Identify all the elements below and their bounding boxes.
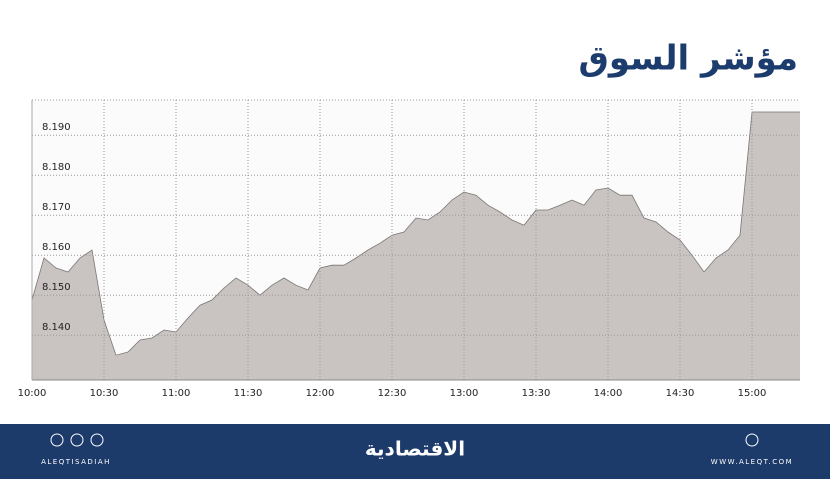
x-tick-label: 14:30 (666, 388, 695, 399)
x-tick-label: 14:00 (594, 388, 623, 399)
x-tick-label: 12:00 (306, 388, 335, 399)
x-tick-label: 11:30 (234, 388, 263, 399)
x-tick-label: 10:30 (90, 388, 119, 399)
area-line (31, 111, 800, 356)
social-icons (50, 433, 759, 447)
x-tick-label: 11:00 (162, 388, 191, 399)
footer-brand: الاقتصادية (365, 437, 465, 461)
y-tick-label: 8.150 (42, 282, 71, 293)
x-tick-label: 13:30 (522, 388, 551, 399)
footer-website: WWW.ALEQT.COM (711, 458, 793, 466)
x-tick-label: 12:30 (378, 388, 407, 399)
plot: 8.140 8.150 8.160 8.170 8.180 8.190 10:00 10:30… (18, 99, 800, 399)
y-tick-label: 8.160 (42, 242, 71, 253)
x-tick-label: 13:00 (450, 388, 479, 399)
y-tick-label: 8.170 (42, 202, 71, 213)
x-tick-label: 10:00 (18, 388, 47, 399)
footer-handle: ALEQTISADIAH (41, 458, 111, 466)
y-tick-label: 8.140 (42, 322, 71, 333)
x-tick-label: 15:00 (738, 388, 767, 399)
footer-bar (0, 424, 830, 479)
y-tick-label: 8.190 (42, 122, 71, 133)
chart-title: مؤشر السوق (578, 39, 798, 79)
y-tick-label: 8.180 (42, 162, 71, 173)
